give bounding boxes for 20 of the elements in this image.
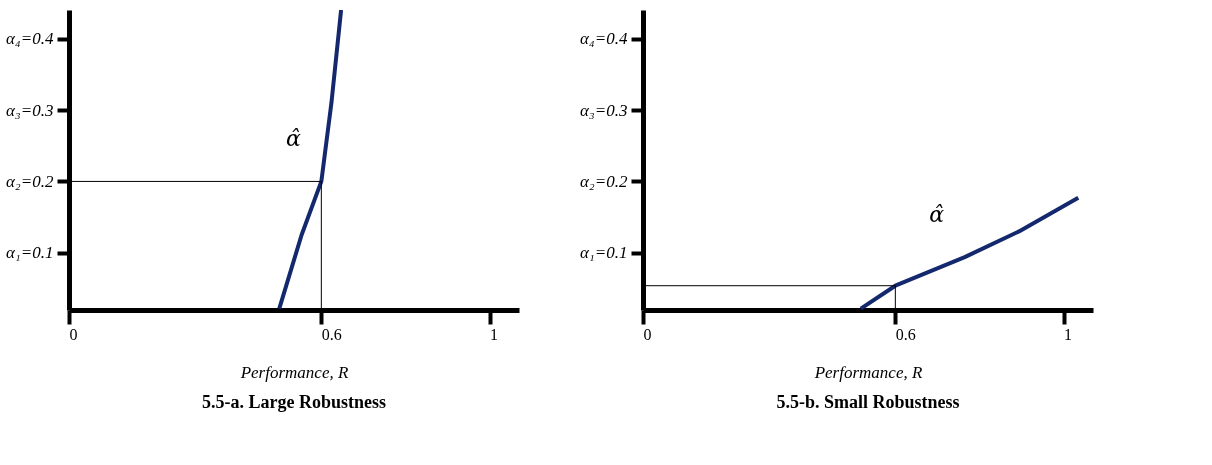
x-tick-label: 1 bbox=[1064, 325, 1073, 343]
text: 5.5-a. Large Robustness bbox=[201, 392, 387, 412]
x-tick-label: 0 bbox=[69, 325, 78, 343]
y-tick-label: α₂=0.2 bbox=[579, 171, 628, 191]
y-tick-label: α₁=0.1 bbox=[5, 243, 54, 263]
x-tick-label: 0 bbox=[643, 325, 652, 343]
x-tick-label: 1 bbox=[490, 325, 499, 343]
text: 5.5-b. Small Robustness bbox=[776, 392, 960, 412]
y-tick-label: α₃=0.3 bbox=[5, 100, 54, 120]
x-tick-label: 0.6 bbox=[321, 325, 342, 343]
y-tick-label: α₂=0.2 bbox=[5, 171, 54, 191]
x-axis-title: Performance, R bbox=[813, 362, 923, 382]
y-tick-label: α₄=0.4 bbox=[579, 29, 628, 49]
x-axis-title: Performance, R bbox=[239, 362, 349, 382]
y-tick-label: α₁=0.1 bbox=[579, 243, 628, 263]
annotation: α̂ bbox=[929, 202, 945, 228]
x-tick-label: 0.6 bbox=[895, 325, 916, 343]
annotation: α̂ bbox=[285, 126, 301, 152]
y-tick-label: α₃=0.3 bbox=[579, 100, 628, 120]
y-tick-label: α₄=0.4 bbox=[5, 29, 54, 49]
